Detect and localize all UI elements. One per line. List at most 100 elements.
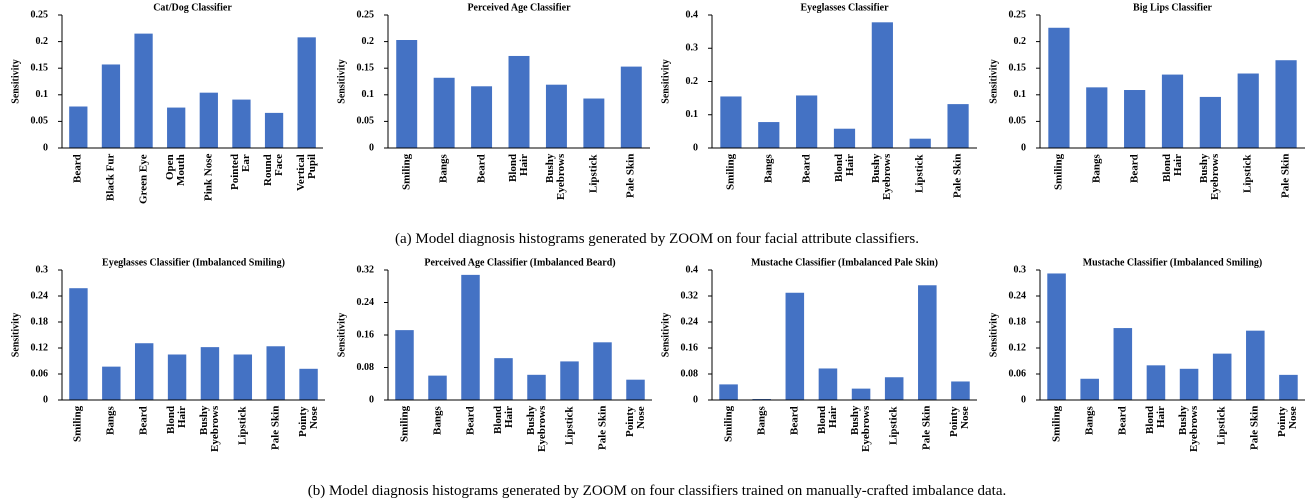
chart-title: Mustache Classifier (Imbalanced Smiling) bbox=[1083, 257, 1263, 268]
x-tick-label: Pale Skin bbox=[920, 406, 933, 451]
bar bbox=[593, 342, 612, 400]
bar bbox=[134, 33, 153, 149]
x-tick-label: Bangs bbox=[437, 154, 450, 183]
x-tick-label: Bushy Eyebrows bbox=[870, 154, 894, 201]
bar bbox=[69, 288, 88, 400]
bar bbox=[918, 285, 937, 400]
y-tick-label: 0.2 bbox=[686, 76, 699, 87]
bar bbox=[1086, 87, 1108, 148]
y-tick-label: 0.24 bbox=[31, 290, 49, 301]
bar bbox=[1237, 73, 1259, 148]
y-tick-label: 0.32 bbox=[357, 264, 375, 275]
y-tick-label: 0 bbox=[369, 394, 374, 405]
bar bbox=[471, 86, 493, 148]
chart-title: Eyeglasses Classifier bbox=[800, 2, 889, 13]
bar bbox=[433, 77, 455, 148]
y-axis-label: Sensitivity bbox=[336, 313, 347, 357]
x-tick-label: Beard bbox=[71, 154, 84, 183]
y-tick-label: 0.08 bbox=[357, 362, 375, 373]
x-tick-label: Smiling bbox=[1052, 154, 1065, 191]
x-tick-label: Smiling bbox=[71, 406, 84, 443]
x-tick-label: Bushy Eyebrows bbox=[1198, 154, 1222, 201]
x-tick-label: Bangs bbox=[104, 406, 117, 435]
x-tick-label: Smiling bbox=[724, 154, 737, 191]
bar bbox=[233, 354, 253, 400]
y-tick-label: 0.2 bbox=[36, 36, 49, 47]
y-tick-label: 0.1 bbox=[362, 89, 375, 100]
y-tick-label: 0.1 bbox=[1014, 89, 1027, 100]
y-tick-label: 0.24 bbox=[681, 316, 699, 327]
y-tick-label: 0.4 bbox=[686, 264, 699, 275]
bar bbox=[560, 361, 579, 400]
chart-title: Cat/Dog Classifier bbox=[153, 2, 232, 13]
x-tick-label: Smiling bbox=[722, 406, 735, 443]
bar bbox=[818, 368, 838, 400]
x-tick-label: Beard bbox=[137, 406, 150, 435]
y-tick-label: 0.3 bbox=[36, 264, 49, 275]
y-tick-label: 0.18 bbox=[31, 316, 49, 327]
bar bbox=[620, 66, 642, 148]
y-tick-label: 0.16 bbox=[681, 342, 699, 353]
caption: (a) Model diagnosis histograms generated… bbox=[394, 231, 920, 247]
y-axis-label: Sensitivity bbox=[660, 59, 671, 103]
y-axis-label: Sensitivity bbox=[336, 59, 347, 103]
bar bbox=[101, 64, 121, 148]
y-tick-label: 0 bbox=[43, 394, 48, 405]
bar bbox=[951, 381, 970, 400]
bar bbox=[428, 375, 447, 400]
x-tick-label: Beard bbox=[1128, 154, 1141, 183]
bar bbox=[232, 99, 251, 148]
y-tick-label: 0.25 bbox=[31, 9, 49, 20]
bar bbox=[720, 96, 742, 148]
chart-title: Perceived Age Classifier (Imbalanced Bea… bbox=[424, 257, 615, 268]
bar bbox=[626, 379, 645, 400]
x-tick-label: Blond Hair bbox=[815, 406, 839, 435]
x-tick-label: Lipstick bbox=[1241, 154, 1254, 193]
y-tick-label: 0.06 bbox=[1009, 368, 1027, 379]
y-tick-label: 0.24 bbox=[357, 297, 375, 308]
x-tick-label: Lipstick bbox=[913, 154, 926, 193]
x-tick-label: Lipstick bbox=[587, 154, 600, 193]
x-tick-label: Pale Skin bbox=[951, 154, 964, 199]
x-tick-label: Bushy Eyebrows bbox=[524, 406, 548, 453]
bar bbox=[785, 292, 805, 400]
x-tick-label: Blond Hair bbox=[1143, 406, 1167, 435]
bar bbox=[796, 95, 818, 148]
x-tick-label: Pale Skin bbox=[1248, 406, 1261, 451]
bar bbox=[583, 98, 605, 148]
y-tick-label: 0.3 bbox=[1014, 264, 1027, 275]
x-tick-label: Pointy Nose bbox=[948, 406, 972, 437]
y-axis-label: Sensitivity bbox=[10, 59, 21, 103]
bar bbox=[1199, 96, 1221, 148]
x-tick-label: Beard bbox=[788, 406, 801, 435]
chart-title: Perceived Age Classifier bbox=[467, 2, 571, 13]
bar bbox=[134, 343, 154, 400]
bar bbox=[199, 92, 218, 148]
bar bbox=[1080, 378, 1099, 400]
y-tick-label: 0.06 bbox=[31, 368, 49, 379]
y-tick-label: 0.18 bbox=[1009, 316, 1027, 327]
x-tick-label: Bangs bbox=[1083, 406, 1096, 435]
x-tick-label: Blond Hair bbox=[832, 154, 856, 183]
bar bbox=[200, 347, 220, 400]
x-tick-label: Bangs bbox=[1090, 154, 1103, 183]
y-tick-label: 0.25 bbox=[357, 9, 375, 20]
y-tick-label: 0.15 bbox=[31, 62, 49, 73]
bar bbox=[1246, 330, 1265, 400]
x-tick-label: Pink Nose bbox=[202, 154, 215, 202]
bar bbox=[1279, 374, 1298, 400]
y-tick-label: 0.05 bbox=[31, 116, 49, 127]
bar bbox=[1047, 273, 1066, 400]
y-axis-label: Sensitivity bbox=[988, 59, 999, 103]
y-tick-label: 0.08 bbox=[681, 368, 699, 379]
bar bbox=[1113, 328, 1133, 400]
y-tick-label: 0 bbox=[693, 394, 698, 405]
x-tick-label: Green Eye bbox=[137, 154, 150, 204]
y-axis-label: Sensitivity bbox=[10, 313, 21, 357]
x-tick-label: Beard bbox=[1116, 406, 1129, 435]
bar bbox=[719, 384, 738, 400]
y-tick-label: 0.12 bbox=[31, 342, 49, 353]
bar bbox=[1212, 353, 1232, 400]
